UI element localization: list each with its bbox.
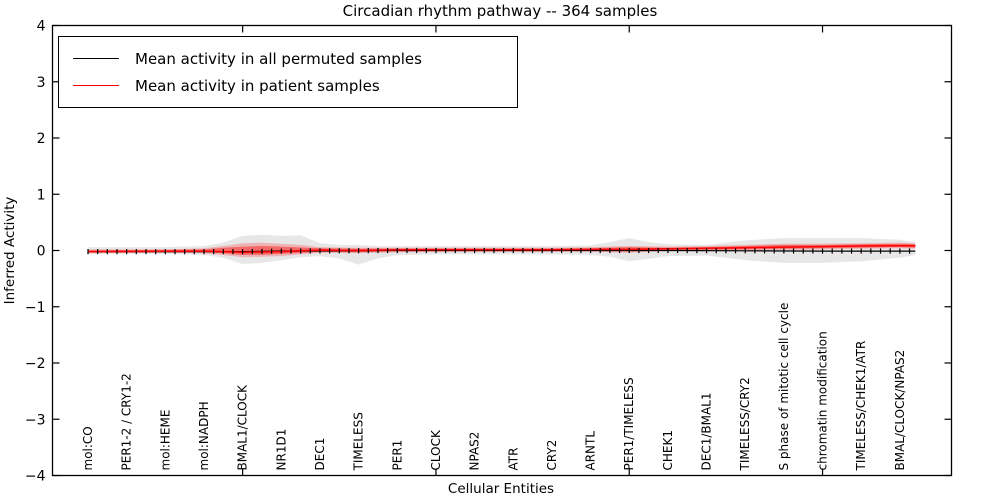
y-tick-label: 1 <box>37 187 46 203</box>
y-tick-label: −1 <box>25 300 46 316</box>
x-category-label: ATR <box>506 448 520 471</box>
y-tick-label: 2 <box>37 131 46 147</box>
x-category-label: chromatin modification <box>816 331 830 470</box>
x-category-label: PER1-2 / CRY1-2 <box>120 373 134 470</box>
y-axis-label: Inferred Activity <box>2 197 18 305</box>
x-axis-label: Cellular Entities <box>448 481 554 497</box>
x-category-label: TIMELESS/CHEK1/ATR <box>854 341 868 472</box>
x-category-label: CRY2 <box>545 440 559 471</box>
x-category-label: DEC1 <box>313 438 327 471</box>
legend-label-patient: Mean activity in patient samples <box>135 76 380 95</box>
legend: Mean activity in all permuted samples Me… <box>58 36 518 108</box>
legend-line-swatch-black <box>73 58 119 59</box>
axes-frame <box>51 24 953 477</box>
x-category-label: S phase of mitotic cell cycle <box>777 303 791 471</box>
x-category-label: mol:CO <box>81 426 95 470</box>
legend-label-permuted: Mean activity in all permuted samples <box>135 49 422 68</box>
x-category-label: TIMELESS <box>352 412 366 471</box>
y-tick-label: 0 <box>37 244 46 260</box>
x-category-label: PER1 <box>390 440 404 471</box>
x-category-label: CLOCK <box>429 429 443 470</box>
x-category-label: NPAS2 <box>468 432 482 471</box>
chart-title: Circadian rhythm pathway -- 364 samples <box>342 2 658 20</box>
legend-line-swatch-red <box>73 85 119 86</box>
y-tick-label: −3 <box>25 412 46 428</box>
x-category-label: CHEK1 <box>661 430 675 471</box>
x-category-label: ARNTL <box>584 431 598 471</box>
x-category-label: BMAL1/CLOCK <box>236 384 250 471</box>
y-tick-label: 3 <box>37 75 46 91</box>
x-category-label: TIMELESS/CRY2 <box>738 377 752 471</box>
legend-item-permuted: Mean activity in all permuted samples <box>73 45 517 72</box>
x-category-label: BMAL/CLOCK/NPAS2 <box>893 350 907 471</box>
y-tick-label: −4 <box>25 469 46 485</box>
x-category-label: NR1D1 <box>274 429 288 471</box>
legend-item-patient: Mean activity in patient samples <box>73 72 517 99</box>
x-category-label: mol:NADPH <box>197 401 211 470</box>
x-category-label: PER1/TIMELESS <box>622 377 636 470</box>
y-tick-label: 4 <box>37 19 46 35</box>
x-category-label: mol:HEME <box>158 410 172 471</box>
y-tick-label: −2 <box>25 356 46 372</box>
x-category-label: DEC1/BMAL1 <box>700 393 714 471</box>
